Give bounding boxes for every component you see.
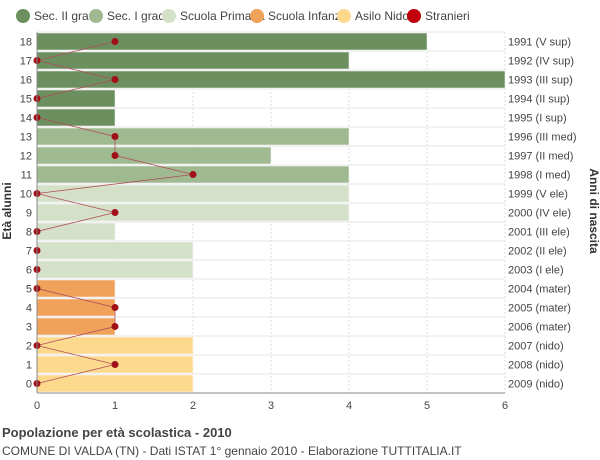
bar — [36, 317, 116, 336]
x-tick-label: 2 — [190, 400, 196, 412]
y2-tick-label: 1998 (I med) — [508, 170, 570, 182]
y-tick-label: 2 — [26, 341, 32, 353]
legend-swatch — [337, 9, 351, 23]
y2-tick-label: 1994 (II sup) — [508, 94, 570, 106]
x-tick-label: 5 — [424, 400, 430, 412]
bar — [36, 51, 350, 70]
legend-label: Asilo Nido — [355, 9, 409, 23]
legend-swatch — [89, 9, 103, 23]
stranieri-point — [111, 133, 119, 140]
y-tick-label: 18 — [20, 37, 32, 49]
y2-tick-label: 2009 (nido) — [508, 379, 564, 391]
legend-swatch — [250, 9, 264, 23]
y-tick-label: 8 — [26, 227, 32, 239]
chart-axes: 0 1 2 3 4 5 618 1991 (V sup)17 1992 (IV sup)16 19… — [20, 32, 576, 412]
y-tick-label: 10 — [20, 189, 32, 201]
legend-swatch — [16, 9, 30, 23]
legend-label: Sec. II grado — [34, 9, 102, 23]
stranieri-point — [111, 209, 119, 216]
chart-footer-subtitle: COMUNE DI VALDA (TN) - Dati ISTAT 1° gen… — [2, 444, 462, 458]
y-tick-label: 3 — [26, 322, 32, 334]
legend-label: Scuola Infanzia — [268, 9, 350, 23]
bar — [36, 146, 272, 165]
y2-tick-label: 1992 (IV sup) — [508, 56, 574, 68]
x-tick-label: 4 — [346, 400, 352, 412]
y2-tick-label: 2006 (mater) — [508, 322, 571, 334]
y2-tick-label: 1999 (V ele) — [508, 189, 568, 201]
y2-tick-label: 1997 (II med) — [508, 151, 573, 163]
x-tick-label: 6 — [502, 400, 508, 412]
bar — [36, 260, 194, 279]
y2-axis-label: Anni di nascita — [587, 168, 600, 254]
y-tick-label: 14 — [20, 113, 32, 125]
bar — [36, 222, 116, 241]
y2-tick-label: 1996 (III med) — [508, 132, 576, 144]
x-tick-label: 3 — [268, 400, 274, 412]
stranieri-point — [111, 361, 119, 368]
y2-tick-label: 2007 (nido) — [508, 341, 564, 353]
bars-layer — [36, 32, 506, 393]
bar — [36, 127, 350, 146]
population-bar-chart: Sec. II grado Sec. I grado Scuola Primaria… — [0, 9, 600, 412]
legend-label: Scuola Primaria — [180, 9, 265, 23]
y2-tick-label: 2008 (nido) — [508, 360, 564, 372]
stranieri-point — [111, 38, 119, 45]
bar — [36, 298, 116, 317]
y-tick-label: 11 — [21, 170, 32, 182]
y2-tick-label: 2005 (mater) — [508, 303, 571, 315]
x-tick-label: 0 — [34, 400, 40, 412]
y-axis-label: Età alunni — [0, 182, 14, 239]
chart-footer-title: Popolazione per età scolastica - 2010 — [2, 425, 232, 440]
y2-tick-label: 1991 (V sup) — [508, 37, 571, 49]
y2-tick-label: 2004 (mater) — [508, 284, 571, 296]
y2-tick-label: 2000 (IV ele) — [508, 208, 571, 220]
chart-legend: Sec. II grado Sec. I grado Scuola Primaria… — [16, 9, 470, 23]
bar — [36, 108, 116, 127]
y-tick-label: 9 — [26, 208, 32, 220]
stranieri-point — [111, 323, 119, 330]
y2-tick-label: 2003 (I ele) — [508, 265, 564, 277]
y-tick-label: 12 — [20, 151, 32, 163]
bar — [36, 203, 350, 222]
y-tick-label: 5 — [26, 284, 32, 296]
stranieri-point — [111, 152, 119, 159]
y-tick-label: 15 — [20, 94, 32, 106]
legend-label: Sec. I grado — [107, 9, 172, 23]
y2-tick-label: 2002 (II ele) — [508, 246, 567, 258]
y-tick-label: 0 — [26, 379, 32, 391]
stranieri-point — [111, 76, 119, 83]
y-tick-label: 7 — [26, 246, 32, 258]
legend-swatch — [407, 9, 421, 23]
y-tick-label: 6 — [26, 265, 32, 277]
legend-label: Stranieri — [425, 9, 470, 23]
bar — [36, 70, 506, 89]
bar — [36, 241, 194, 260]
bar — [36, 279, 116, 298]
legend-swatch — [162, 9, 176, 23]
y-tick-label: 16 — [20, 75, 32, 87]
y2-tick-label: 2001 (III ele) — [508, 227, 570, 239]
x-tick-label: 1 — [112, 400, 118, 412]
y2-tick-label: 1995 (I sup) — [508, 113, 567, 125]
stranieri-point — [189, 171, 197, 178]
bar — [36, 32, 428, 51]
y-tick-label: 13 — [20, 132, 32, 144]
bar — [36, 89, 116, 108]
y-tick-label: 17 — [20, 56, 32, 68]
stranieri-point — [111, 304, 119, 311]
y-tick-label: 4 — [26, 303, 32, 315]
y-tick-label: 1 — [26, 360, 32, 372]
y2-tick-label: 1993 (III sup) — [508, 75, 573, 87]
